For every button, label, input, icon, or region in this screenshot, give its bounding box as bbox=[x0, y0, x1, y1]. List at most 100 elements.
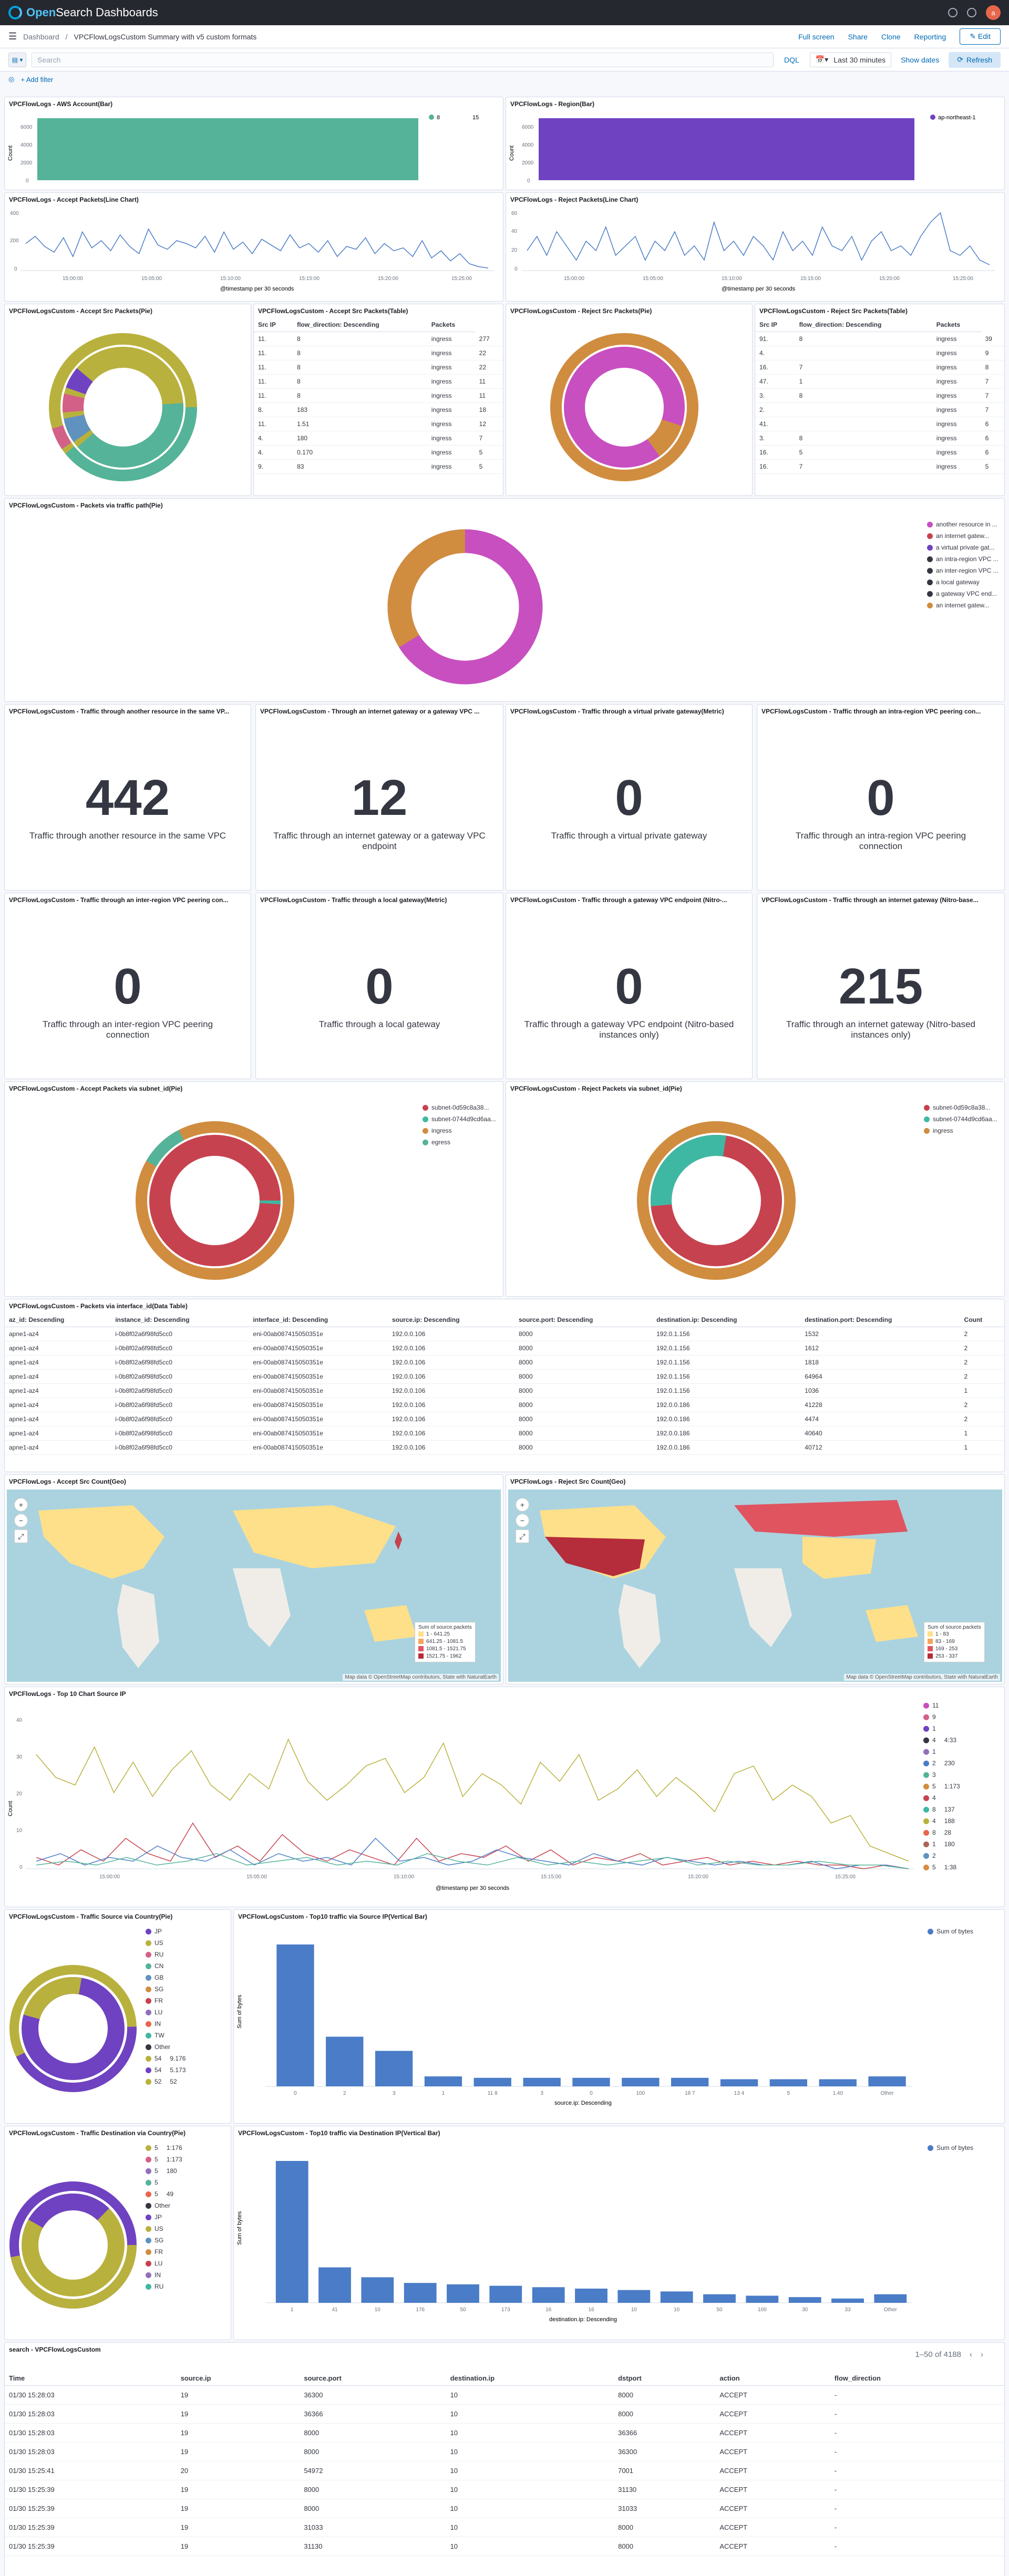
bar[interactable] bbox=[617, 2290, 651, 2303]
legend-item[interactable]: LU bbox=[146, 2006, 186, 2018]
legend-item[interactable]: SG bbox=[146, 1983, 186, 1995]
legend-item[interactable]: US bbox=[146, 1937, 186, 1949]
bar[interactable] bbox=[874, 2294, 907, 2303]
column-header[interactable]: az_id: Descending bbox=[5, 1313, 111, 1327]
reject-subnet-donut[interactable] bbox=[506, 1095, 1005, 1295]
legend-item[interactable]: RU bbox=[146, 2281, 182, 2292]
column-header[interactable]: interface_id: Descending bbox=[249, 1313, 388, 1327]
accept-src-donut[interactable] bbox=[5, 318, 251, 491]
legend-item[interactable]: Sum of bytes bbox=[936, 1928, 974, 1935]
column-header[interactable]: source.ip bbox=[176, 2371, 300, 2386]
bar[interactable] bbox=[769, 2079, 807, 2087]
column-header[interactable]: flow_direction: Descending bbox=[795, 318, 932, 332]
legend-item[interactable]: subnet-0744d9cd6aa... bbox=[924, 1113, 997, 1125]
fit-bounds-icon[interactable]: ⤢ bbox=[14, 1529, 28, 1543]
column-header[interactable]: dstport bbox=[614, 2371, 716, 2386]
bar[interactable] bbox=[361, 2277, 394, 2303]
legend-item[interactable]: 4 bbox=[923, 1792, 960, 1804]
zoom-in-icon[interactable]: + bbox=[14, 1498, 28, 1512]
legend-item[interactable]: 1 180 bbox=[923, 1838, 960, 1850]
series-line[interactable] bbox=[36, 1822, 909, 1869]
column-header[interactable]: Count bbox=[960, 1313, 1004, 1327]
legend-item[interactable]: ingress bbox=[423, 1125, 496, 1136]
bar[interactable] bbox=[720, 2079, 758, 2087]
src-country-donut[interactable] bbox=[5, 1923, 141, 2123]
accept-series-line[interactable] bbox=[25, 228, 489, 269]
legend-item[interactable]: 8 28 bbox=[923, 1827, 960, 1838]
legend-item[interactable]: 5 180 bbox=[146, 2165, 182, 2177]
opensearch-logo[interactable]: OpenSearch Dashboards bbox=[8, 6, 158, 19]
column-header[interactable]: source.ip: Descending bbox=[387, 1313, 514, 1327]
legend-item[interactable]: 4 188 bbox=[923, 1815, 960, 1827]
traffic-path-donut[interactable] bbox=[5, 512, 1005, 701]
legend-item[interactable]: an intra-region VPC ... bbox=[927, 553, 998, 565]
legend-item[interactable]: LU bbox=[146, 2258, 182, 2269]
legend-item[interactable]: 5 49 bbox=[146, 2188, 182, 2200]
fit-bounds-icon[interactable]: ⤢ bbox=[516, 1529, 529, 1543]
bar[interactable] bbox=[660, 2291, 693, 2303]
reject-src-donut[interactable] bbox=[506, 318, 753, 491]
bar[interactable] bbox=[622, 2077, 660, 2086]
legend-item[interactable]: Other bbox=[146, 2041, 186, 2053]
bar[interactable] bbox=[275, 2161, 308, 2303]
bar[interactable] bbox=[375, 2051, 413, 2087]
legend-item[interactable]: FR bbox=[146, 1995, 186, 2006]
legend-item[interactable]: Sum of bytes bbox=[936, 2144, 974, 2151]
bar[interactable] bbox=[819, 2079, 857, 2087]
date-picker[interactable]: 📅▾ Last 30 minutes bbox=[809, 52, 892, 67]
notifications-icon[interactable] bbox=[967, 8, 976, 17]
column-header[interactable]: destination.ip bbox=[446, 2371, 614, 2386]
legend-item[interactable]: SG bbox=[146, 2234, 182, 2246]
clone-link[interactable]: Clone bbox=[881, 32, 901, 41]
bar[interactable] bbox=[489, 2285, 522, 2303]
legend-item[interactable]: egress bbox=[423, 1136, 496, 1148]
fullscreen-link[interactable]: Full screen bbox=[798, 32, 835, 41]
series-line[interactable] bbox=[36, 1738, 909, 1862]
bar[interactable] bbox=[746, 2295, 779, 2303]
legend-item[interactable]: RU bbox=[146, 1949, 186, 1960]
zoom-out-icon[interactable]: − bbox=[516, 1514, 529, 1527]
dst-country-donut[interactable] bbox=[5, 2140, 141, 2340]
share-link[interactable]: Share bbox=[848, 32, 868, 41]
legend-item[interactable]: 5 bbox=[146, 2177, 182, 2188]
bar[interactable] bbox=[831, 2298, 864, 2303]
legend-item[interactable]: another resource in ... bbox=[927, 519, 998, 530]
legend-item[interactable]: IN bbox=[146, 2269, 182, 2281]
legend-item[interactable]: 5 1:176 bbox=[146, 2142, 182, 2154]
saved-query-icon[interactable]: ▤ ▾ bbox=[8, 52, 26, 67]
legend-item[interactable]: 4 4:33 bbox=[923, 1734, 960, 1746]
legend-item[interactable]: subnet-0d59c8a38... bbox=[423, 1102, 496, 1113]
legend-item[interactable]: an inter-region VPC ... bbox=[927, 565, 998, 576]
help-icon[interactable] bbox=[948, 8, 957, 17]
legend-item[interactable]: 9 bbox=[923, 1711, 960, 1723]
legend-item[interactable]: GB bbox=[146, 1972, 186, 1983]
column-header[interactable]: action bbox=[715, 2371, 830, 2386]
column-header[interactable]: destination.ip: Descending bbox=[652, 1313, 801, 1327]
legend-item[interactable]: ap-northeast-1 bbox=[938, 115, 976, 121]
column-header[interactable]: source.port bbox=[300, 2371, 446, 2386]
legend-item[interactable]: FR bbox=[146, 2246, 182, 2258]
legend-item[interactable]: 1 bbox=[923, 1723, 960, 1734]
bar-account[interactable] bbox=[37, 118, 418, 180]
dql-toggle[interactable]: DQL bbox=[784, 55, 799, 64]
legend-item[interactable]: 54 5.173 bbox=[146, 2064, 186, 2076]
avatar[interactable]: a bbox=[986, 5, 1001, 20]
bar[interactable] bbox=[447, 2284, 479, 2303]
reject-series-line[interactable] bbox=[527, 212, 990, 265]
show-dates-link[interactable]: Show dates bbox=[901, 55, 940, 64]
bar[interactable] bbox=[575, 2289, 608, 2303]
bar[interactable] bbox=[788, 2297, 821, 2303]
column-header[interactable]: flow_direction bbox=[830, 2371, 1004, 2386]
legend-item[interactable]: a local gateway bbox=[927, 576, 998, 588]
series-line[interactable] bbox=[36, 1853, 909, 1869]
legend-item[interactable]: a gateway VPC end... bbox=[927, 588, 998, 599]
legend-item[interactable]: Other bbox=[146, 2200, 182, 2211]
accept-subnet-donut[interactable] bbox=[5, 1095, 503, 1295]
legend-item[interactable]: 8 bbox=[437, 115, 440, 121]
search-input[interactable]: Search bbox=[32, 52, 774, 67]
bar[interactable] bbox=[473, 2077, 511, 2086]
legend-item[interactable]: 5 1:173 bbox=[146, 2154, 182, 2165]
column-header[interactable]: source.port: Descending bbox=[514, 1313, 653, 1327]
legend-item[interactable]: 5 1:38 bbox=[923, 1861, 960, 1873]
bar[interactable] bbox=[703, 2294, 736, 2303]
